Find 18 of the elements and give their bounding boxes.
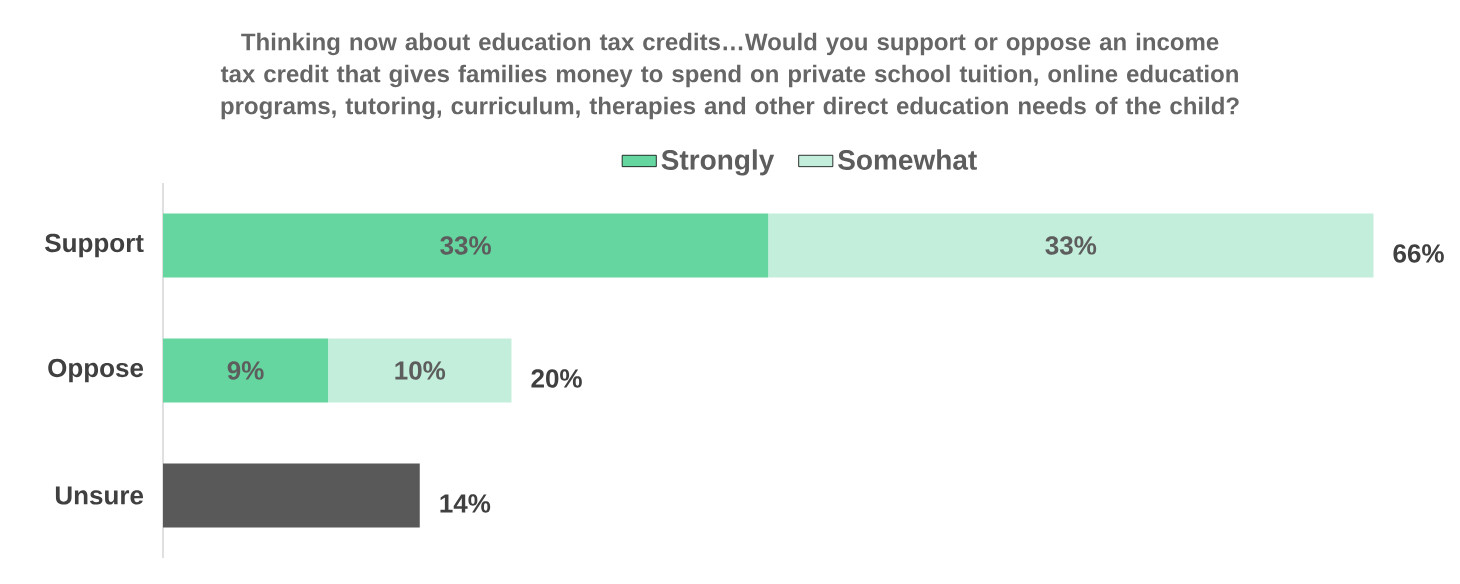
data-label: 33% bbox=[1045, 236, 1097, 255]
bar bbox=[328, 338, 512, 403]
legend-label: Somewhat bbox=[838, 149, 977, 170]
bar bbox=[163, 463, 420, 528]
data-label: 9% bbox=[227, 361, 264, 380]
bar bbox=[768, 213, 1374, 278]
y-tick-label: Oppose bbox=[48, 358, 144, 383]
y-tick-label: Unsure bbox=[55, 486, 144, 505]
data-label: 10% bbox=[395, 361, 446, 380]
total-label: 20% bbox=[531, 369, 582, 388]
bar bbox=[163, 338, 329, 403]
y-tick-label: Support bbox=[45, 233, 144, 258]
chart-title: Thinking now about education tax credits…Would you support or oppose an income tax credit that gives families money to spend on private school tuition, online education programs, tutoring, curriculum, therapies and other direct education needs of the child? bbox=[220, 32, 1239, 120]
legend-label: Strongly bbox=[661, 149, 775, 176]
bar bbox=[163, 213, 769, 278]
data-label: 14% bbox=[440, 494, 491, 513]
data-label: 33% bbox=[440, 236, 491, 255]
total-label: 66% bbox=[1393, 244, 1444, 263]
